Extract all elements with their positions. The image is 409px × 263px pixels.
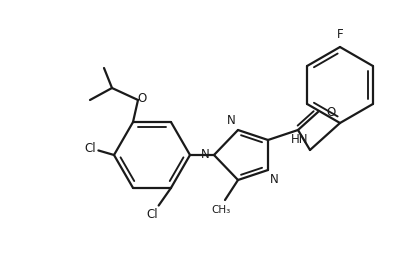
Text: Cl: Cl — [146, 209, 158, 221]
Text: Cl: Cl — [84, 141, 96, 154]
Text: N: N — [201, 149, 210, 161]
Text: N: N — [270, 173, 279, 186]
Text: O: O — [326, 105, 335, 119]
Text: F: F — [337, 28, 343, 41]
Text: HN: HN — [290, 133, 308, 146]
Text: CH₃: CH₃ — [211, 205, 231, 215]
Text: O: O — [137, 92, 146, 104]
Text: N: N — [227, 114, 236, 127]
